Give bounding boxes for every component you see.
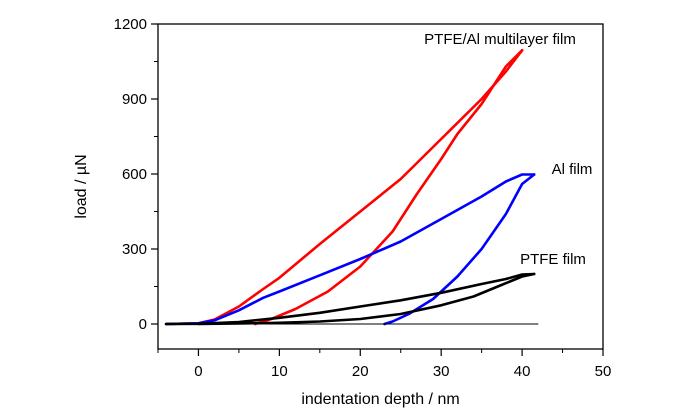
annotation-ptfe-al-multilayer: PTFE/Al multilayer film [424,31,576,48]
x-tick-label: 40 [514,363,531,380]
plot-frame [157,23,604,350]
y-axis-label: load / µN [73,154,90,218]
series-ptfe-film-unloading-curve [197,272,536,326]
series-ptfe-al-multilayer-film-unloading-curve [253,49,524,326]
y-tick-label: 300 [122,241,147,258]
y-tick-label: 900 [122,91,147,108]
x-axis-label: indentation depth / nm [301,391,459,408]
x-tick-label: 0 [194,363,202,380]
series-curves [164,49,539,326]
axes: 0 10 20 30 40 50 0 300 600 900 1200 [114,16,612,380]
annotation-al-film: Al film [552,161,593,178]
x-tick-label: 50 [595,363,612,380]
series-al-film-unloading-curve [383,173,536,326]
annotation-ptfe-film: PTFE film [520,251,586,268]
series-ptfe-al-multilayer-film-loading-curve [164,49,524,326]
x-tick-label: 30 [433,363,450,380]
series-al-film-loading-curve [164,173,536,326]
y-tick-label: 600 [122,166,147,183]
x-tick-label: 10 [271,363,288,380]
y-tick-label: 0 [139,316,147,333]
y-tick-label: 1200 [114,16,147,33]
x-tick-label: 20 [352,363,369,380]
